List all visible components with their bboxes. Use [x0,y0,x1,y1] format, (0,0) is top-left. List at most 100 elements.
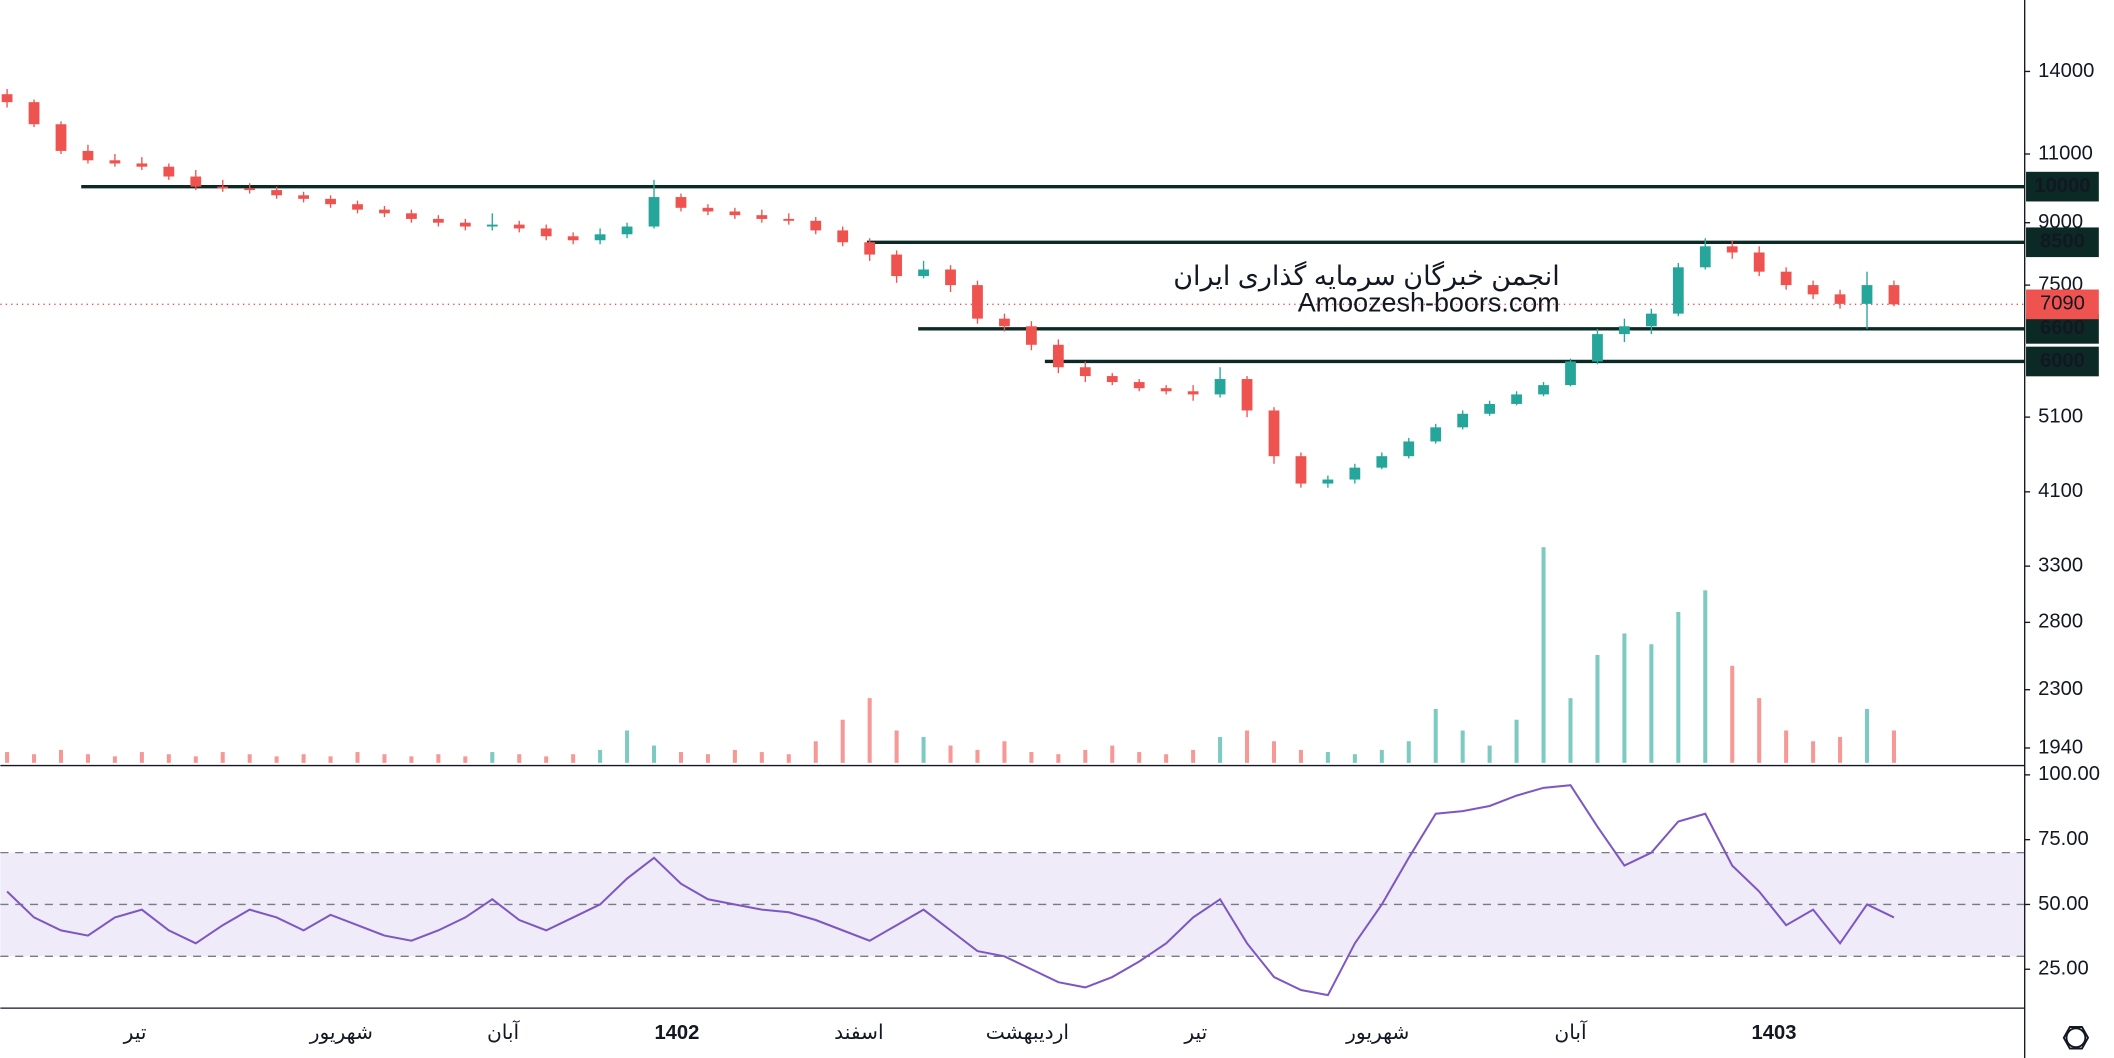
candle-body [1106,376,1118,383]
candle-body [1834,294,1846,304]
candle-body [999,318,1010,327]
candle-body [621,226,633,235]
candle-body [1672,267,1684,314]
y-tick-label: 5100 [2038,405,2083,427]
level-label: 10000 [2034,175,2090,197]
y-tick-label: 1940 [2038,736,2083,758]
candle-body [109,160,121,164]
volume-bar [1595,655,1600,763]
volume-bar [732,749,737,763]
volume-bar [166,754,171,763]
candle-body [486,224,498,227]
volume-bar [1029,752,1034,763]
volume-bar [1056,754,1061,763]
rsi-tick-label: 75.00 [2038,828,2089,850]
candle-body [1538,385,1549,395]
volume-bar [840,719,845,763]
volume-bar [651,745,657,763]
level-label: 6600 [2040,317,2085,339]
volume-bar [1433,708,1438,763]
volume-bar [598,749,603,763]
volume-bar [894,730,899,763]
candle-body [432,218,444,223]
candle-body [1322,479,1334,484]
volume-bar [948,745,953,763]
volume-bar [5,752,10,763]
candle-body [1780,271,1792,286]
volume-bar [193,756,198,763]
volume-bar [328,756,333,763]
level-label-box [2026,227,2099,258]
candle-body [567,236,579,241]
candle-body [1,94,13,103]
candle-body [1295,456,1307,484]
last-price-label: 7090 [2040,293,2085,315]
time-label: آبان [1554,1019,1588,1044]
candle-body [1214,379,1226,395]
candle-body [55,124,67,151]
candle-body [379,209,390,214]
candle-body [918,269,929,277]
volume-bar [1838,736,1843,763]
volume-bar [1352,754,1357,763]
candle-body [1511,394,1522,404]
y-tick-label: 14000 [2038,60,2094,82]
settings-icon-ring[interactable] [2065,1027,2087,1049]
volume-bar [1541,547,1546,763]
candle-body [136,163,148,167]
candle-body [406,213,417,219]
level-label-box [2026,346,2099,377]
settings-icon[interactable] [2062,1026,2090,1050]
volume-bar [705,754,710,763]
candle-body [1807,285,1819,295]
candle-body [513,224,525,229]
time-label: آبان [487,1019,521,1044]
candle-body [1376,456,1388,468]
time-label: شهریور [1345,1022,1409,1044]
volume-bar [139,752,144,763]
volume-bar [813,741,818,763]
volume-bar [1379,749,1384,763]
volume-bar [625,730,630,763]
candle-body [594,234,606,241]
y-tick-label: 2300 [2038,678,2083,700]
candle-body [837,230,849,243]
volume-bar [1083,749,1088,763]
volume-bar [1891,730,1896,763]
volume-bar [220,752,225,763]
candle-body [217,186,229,189]
volume-bar [355,752,360,763]
volume-bar [1622,633,1627,763]
y-tick-label: 4100 [2038,480,2083,502]
volume-bar [1864,708,1870,763]
volume-bar [301,754,306,763]
time-label: تیر [123,1022,147,1044]
candle-body [1403,441,1415,457]
volume-bar [1757,698,1762,763]
settings-icon-hex[interactable] [2062,1026,2090,1050]
rsi-tick-label: 25.00 [2038,958,2089,980]
volume-bar [58,749,64,763]
y-tick-label: 3300 [2038,554,2083,576]
candle-body [1133,382,1145,389]
watermark-title: انجمن خبرگان سرمایه گذاری ایران [1173,260,1560,292]
time-label: اسفند [834,1022,883,1044]
time-label: تیر [1183,1022,1207,1044]
candle-body [1052,344,1064,368]
candle-body [1592,334,1603,362]
candle-body [1565,361,1576,386]
candle-body [1349,467,1361,480]
candle-body [1457,413,1469,428]
candle-body [1026,326,1037,345]
candle-body [675,197,687,208]
volume-bar [1164,754,1169,763]
rsi-tick-label: 50.00 [2038,893,2089,915]
volume-bar [1298,749,1303,763]
volume-bar [247,754,252,763]
volume-bar [463,756,468,763]
candle-body [244,188,256,191]
candle-body [1187,391,1199,395]
volume-bar [1568,698,1573,763]
candle-body [1726,246,1738,253]
